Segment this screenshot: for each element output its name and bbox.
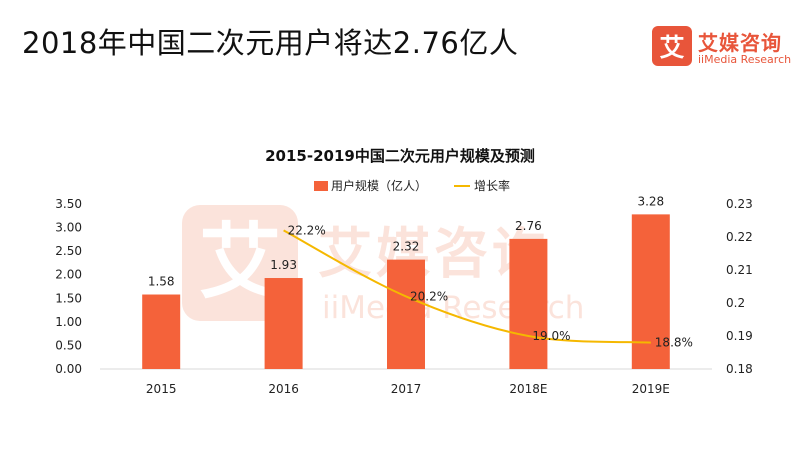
x-tick-label: 2019E <box>632 382 670 396</box>
bar <box>509 238 548 369</box>
y-left-tick-label: 2.50 <box>55 244 82 258</box>
bar <box>387 259 425 369</box>
x-tick-label: 2017 <box>391 382 422 396</box>
y-left-tick-label: 2.00 <box>55 268 82 282</box>
growth-value-label: 20.2% <box>410 289 448 303</box>
logo-name: 艾媒咨询 <box>698 31 782 55</box>
legend-swatch-bar <box>314 181 328 191</box>
bar-value-label: 1.93 <box>270 258 297 272</box>
growth-line <box>283 229 651 344</box>
brand-logo: 艾 艾媒咨询 iiMedia Research <box>652 26 792 76</box>
bar-value-label: 3.28 <box>637 194 664 208</box>
y-left-tick-label: 0.50 <box>55 338 82 352</box>
growth-value-label: 22.2% <box>288 223 326 237</box>
y-left-tick-label: 3.00 <box>55 221 82 235</box>
watermark-text: 艾媒咨询 <box>318 222 550 285</box>
growth-value-label: 19.0% <box>532 329 570 343</box>
x-tick-label: 2016 <box>268 382 299 396</box>
y-right-tick-label: 0.22 <box>726 230 753 244</box>
y-left-tick-label: 0.00 <box>55 362 82 376</box>
bar <box>264 278 303 369</box>
logo-icon: 艾 <box>652 26 692 66</box>
growth-value-label: 18.8% <box>655 336 693 350</box>
watermark: 艾 艾媒咨询 iiMedia Research <box>182 205 584 326</box>
chart-title: 2015-2019中国二次元用户规模及预测 <box>265 147 535 165</box>
y-left-tick-label: 3.50 <box>55 197 82 211</box>
logo-name-en: iiMedia Research <box>698 53 792 66</box>
x-tick-label: 2018E <box>509 382 547 396</box>
bar-value-label: 2.32 <box>393 240 420 254</box>
legend-label-bar: 用户规模（亿人） <box>331 178 427 193</box>
y-left-tick-label: 1.00 <box>55 315 82 329</box>
page-title: 2018年中国二次元用户将达2.76亿人 <box>22 26 519 60</box>
legend-label-line: 增长率 <box>474 178 510 193</box>
y-right-tick-label: 0.2 <box>726 296 745 310</box>
chart-legend: 用户规模（亿人） 增长率 <box>314 178 510 193</box>
bar-value-label: 2.76 <box>515 219 542 233</box>
y-right-tick-label: 0.21 <box>726 263 753 277</box>
y-right-tick-label: 0.23 <box>726 197 753 211</box>
y-right-tick-label: 0.19 <box>726 329 753 343</box>
y-right-tick-label: 0.18 <box>726 362 753 376</box>
line-series: 22.2% 20.2% 19.0% 18.8% <box>283 223 693 350</box>
y-left-tick-label: 1.50 <box>55 291 82 305</box>
y-axis-right: 0.18 0.19 0.2 0.21 0.22 0.23 <box>726 197 753 376</box>
y-axis-left: 0.00 0.50 1.00 1.50 2.00 2.50 3.00 3.50 <box>55 197 82 376</box>
x-axis: 2015 2016 2017 2018E 2019E <box>146 382 670 396</box>
x-tick-label: 2015 <box>146 382 177 396</box>
bar <box>142 294 181 369</box>
bar-value-label: 1.58 <box>148 275 175 289</box>
